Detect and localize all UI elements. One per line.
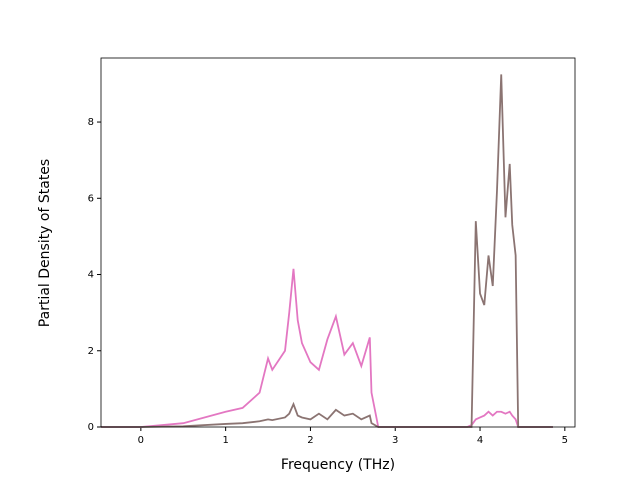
x-tick-label: 4 <box>477 435 483 446</box>
y-axis-label: Partial Density of States <box>37 159 53 327</box>
y-tick-label: 6 <box>88 193 94 204</box>
y-tick-label: 2 <box>88 346 94 357</box>
y-tick-label: 4 <box>88 270 94 281</box>
y-tick-label: 0 <box>88 422 94 433</box>
x-tick-label: 5 <box>562 435 568 446</box>
x-tick-label: 0 <box>138 435 144 446</box>
y-tick-label: 8 <box>88 117 94 128</box>
data-line <box>101 74 553 428</box>
x-tick-label: 3 <box>392 435 398 446</box>
x-tick-label: 2 <box>307 435 313 446</box>
x-axis-label: Frequency (THz) <box>281 457 395 473</box>
plot-frame <box>100 57 576 428</box>
data-line <box>101 268 553 428</box>
x-tick-label: 1 <box>222 435 228 446</box>
